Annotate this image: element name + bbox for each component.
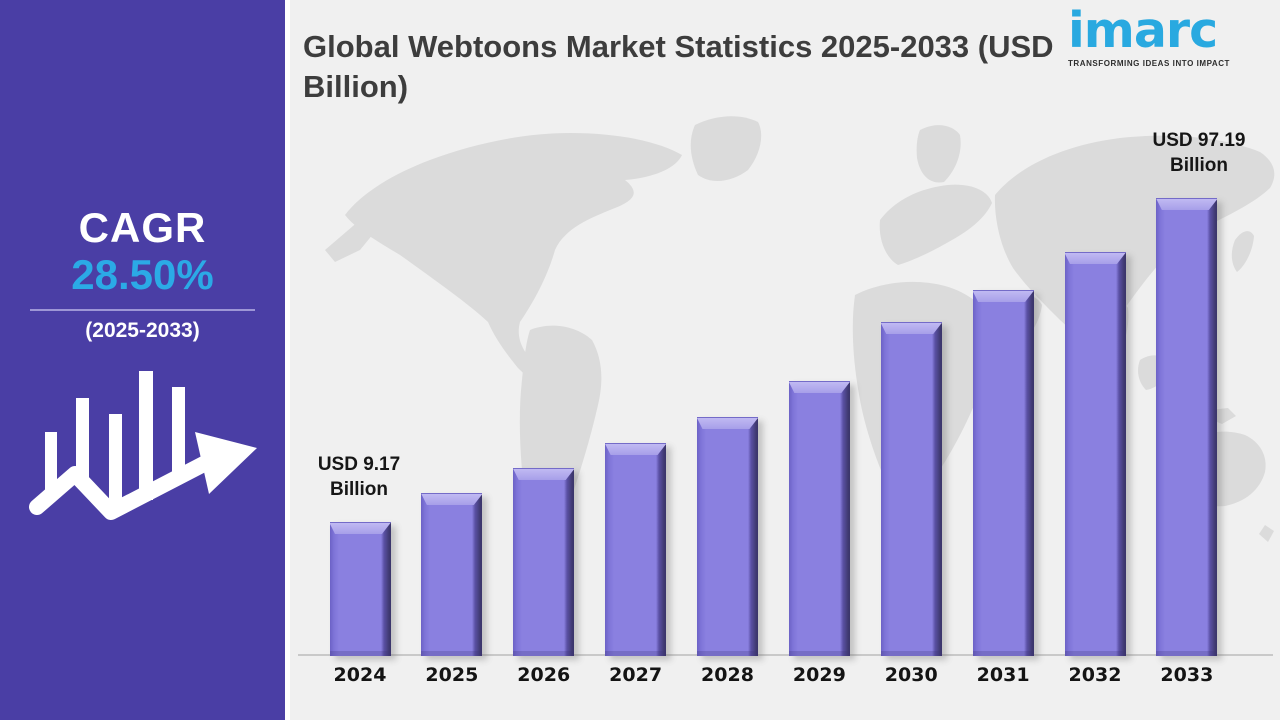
cagr-value: 28.50% (71, 251, 214, 298)
chart-column: 2024 (324, 522, 396, 696)
x-axis-label: 2027 (609, 664, 663, 686)
chart-column: 2026 (508, 468, 580, 696)
bar-columns: 2024 2025 2026 2027 2028 2029 2030 (324, 186, 1223, 696)
data-label-2033-unit: Billion (1169, 155, 1229, 176)
chart-column: 2028 (692, 417, 764, 696)
x-axis-label: 2025 (425, 664, 479, 686)
chart-panel: Global Webtoons Market Statistics 2025-2… (290, 0, 1280, 720)
chart-title: Global Webtoons Market Statistics 2025-2… (303, 29, 1054, 105)
bar-2033 (1156, 198, 1218, 656)
bar-2032 (1064, 252, 1126, 656)
bar-2025 (421, 493, 483, 656)
bar-2024 (329, 522, 391, 656)
chart-column: 2032 (1059, 252, 1131, 696)
x-axis-label: 2029 (792, 664, 846, 686)
x-axis-label: 2033 (1160, 664, 1214, 686)
x-axis-line (298, 654, 1273, 656)
data-label-2024: USD 9.17 Billion (300, 452, 418, 502)
data-label-2024-value: USD 9.17 (317, 454, 401, 475)
data-label-2033: USD 97.19 Billion (1133, 128, 1265, 178)
sidebar: CAGR 28.50% (2025-2033) (0, 0, 290, 720)
x-axis-label: 2031 (976, 664, 1030, 686)
chart-column: 2029 (783, 381, 855, 696)
cagr-period: (2025-2033) (85, 319, 200, 342)
data-label-2033-value: USD 97.19 (1152, 130, 1246, 151)
bar-2026 (513, 468, 575, 656)
logo-tagline: TRANSFORMING IDEAS INTO IMPACT (1068, 58, 1230, 68)
x-axis-label: 2032 (1068, 664, 1122, 686)
chart-column: 2031 (967, 290, 1039, 696)
data-label-2024-unit: Billion (329, 479, 389, 500)
cagr-label: CAGR (78, 204, 207, 251)
x-axis-label: 2026 (517, 664, 571, 686)
x-axis-label: 2030 (884, 664, 938, 686)
cagr-block: CAGR 28.50% (2025-2033) (0, 204, 285, 344)
x-axis-label: 2028 (701, 664, 754, 686)
logo-wordmark: imarc (1068, 2, 1218, 59)
x-axis-label: 2024 (333, 664, 387, 686)
bar-chart-trend-arrow-icon (27, 362, 259, 527)
chart-column: 2033 (1151, 198, 1223, 696)
divider (30, 309, 255, 311)
chart-column: 2025 (416, 493, 488, 696)
imarc-logo: imarc TRANSFORMING IDEAS INTO IMPACT (1068, 6, 1264, 68)
bar-2031 (972, 290, 1034, 656)
chart-column: 2027 (600, 443, 672, 696)
chart-column: 2030 (875, 322, 947, 696)
bar-2027 (605, 443, 667, 656)
bar-2029 (788, 381, 850, 656)
bar-2030 (880, 322, 942, 656)
bar-2028 (697, 417, 758, 656)
